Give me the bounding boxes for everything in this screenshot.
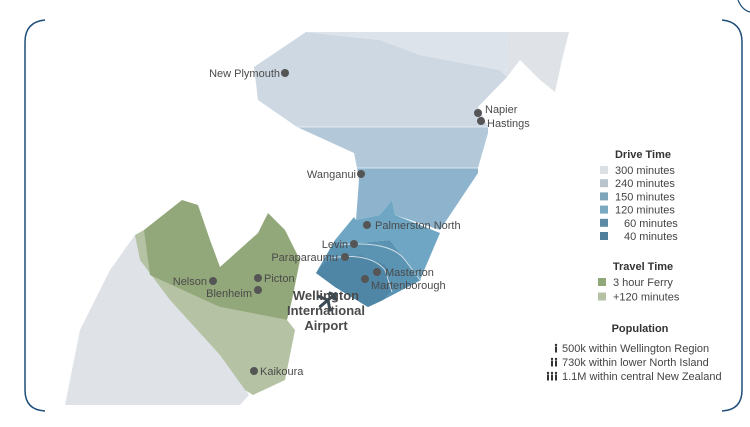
place-kaikoura: Kaikoura [250, 366, 304, 378]
frame-left-bracket [24, 19, 46, 412]
person-icon [554, 343, 558, 353]
place-palmerston-north: Palmerston North [363, 220, 461, 232]
svg-text:Paraparaumu: Paraparaumu [271, 252, 338, 264]
legend-drive-item: 300 minutes [600, 165, 675, 177]
legend-swatch [598, 292, 606, 301]
place-new-plymouth: New Plymouth [209, 68, 289, 80]
place-blenheim: Blenheim [206, 286, 262, 300]
band-40-minutes [316, 255, 392, 307]
band-150-minutes [356, 168, 478, 230]
legend-swatch [600, 218, 608, 227]
svg-text:Blenheim: Blenheim [206, 288, 252, 300]
legend-label: 3 hour Ferry [613, 277, 673, 289]
legend-swatch [600, 166, 608, 174]
legend-travel-item: +120 minutes [598, 292, 680, 304]
legend-drive-item: 60 minutes [600, 218, 678, 230]
band-300-top [306, 32, 507, 77]
land-north-east [506, 32, 569, 92]
legend-travel-title: Travel Time [613, 261, 673, 273]
band-120-minutes [335, 200, 440, 280]
legend-drive-item: 150 minutes [600, 191, 675, 203]
svg-text:Hastings: Hastings [487, 118, 530, 130]
svg-text:Kaikoura: Kaikoura [260, 366, 304, 378]
legend-drive-item: 120 minutes [600, 205, 675, 217]
person-icon [546, 371, 550, 381]
svg-text:Levin: Levin [322, 239, 348, 251]
legend-travel-item: 3 hour Ferry [598, 277, 673, 289]
band-edge-lines [297, 126, 488, 293]
place-picton: Picton [254, 273, 295, 285]
person-icon [550, 371, 554, 381]
legend-population-title: Population [612, 323, 669, 335]
svg-text:Nelson: Nelson [173, 276, 207, 288]
legend-label: 60 minutes [624, 218, 678, 230]
svg-text:Martenborough: Martenborough [371, 280, 446, 292]
legend-label: +120 minutes [613, 292, 680, 304]
place-masterton: Masterton [373, 267, 434, 279]
legend-drive-item: 240 minutes [600, 178, 675, 190]
svg-text:Wellington: Wellington [293, 288, 359, 303]
legend-label: 500k within Wellington Region [562, 343, 709, 355]
airport-label: Wellington International Airport [287, 288, 365, 333]
legend-drive-item: 40 minutes [600, 231, 678, 243]
place-napier: Napier [474, 104, 518, 117]
legend-label: 730k within lower North Island [562, 357, 709, 369]
legend-population-item: 500k within Wellington Region [554, 343, 709, 355]
svg-text:Napier: Napier [485, 104, 518, 116]
person-icon [554, 371, 558, 381]
legend-swatch [600, 192, 608, 201]
person-icon [554, 357, 558, 367]
svg-text:Masterton: Masterton [385, 267, 434, 279]
airplane-icon [316, 291, 338, 312]
legend-drive-title: Drive Time [615, 149, 671, 161]
legend-label: 1.1M within central New Zealand [562, 371, 722, 383]
frame-corner-arc [737, 0, 750, 13]
place-hastings: Hastings [477, 117, 530, 130]
legend-label: 300 minutes [615, 165, 675, 177]
place-wanganui: Wanganui [307, 169, 365, 181]
person-icon [550, 357, 554, 367]
place-nelson: Nelson [173, 276, 217, 288]
place-levin: Levin [322, 239, 358, 251]
legend-population-item: 1.1M within central New Zealand [546, 371, 722, 383]
svg-text:Wanganui: Wanganui [307, 169, 356, 181]
legend-swatch [598, 278, 606, 286]
svg-text:Palmerston North: Palmerston North [375, 220, 461, 232]
place-paraparaumu: Paraparaumu [271, 252, 349, 264]
legend-label: 120 minutes [615, 205, 675, 217]
band-240-minutes [297, 127, 488, 168]
svg-text:Picton: Picton [264, 273, 295, 285]
legend-swatch [600, 205, 608, 214]
legend-label: 40 minutes [624, 231, 678, 243]
legend-swatch [600, 232, 608, 240]
land-south-island [65, 230, 249, 405]
svg-text:Airport: Airport [304, 318, 348, 333]
svg-text:New Plymouth: New Plymouth [209, 68, 280, 80]
svg-text:International: International [287, 303, 365, 318]
legend-label: 150 minutes [615, 191, 675, 203]
legend-swatch [600, 179, 608, 188]
legend-population-item: 730k within lower North Island [550, 357, 709, 369]
legend-label: 240 minutes [615, 178, 675, 190]
place-martenborough: Martenborough [361, 275, 446, 292]
frame-right-bracket [721, 19, 743, 412]
band-300-minutes [254, 32, 507, 127]
